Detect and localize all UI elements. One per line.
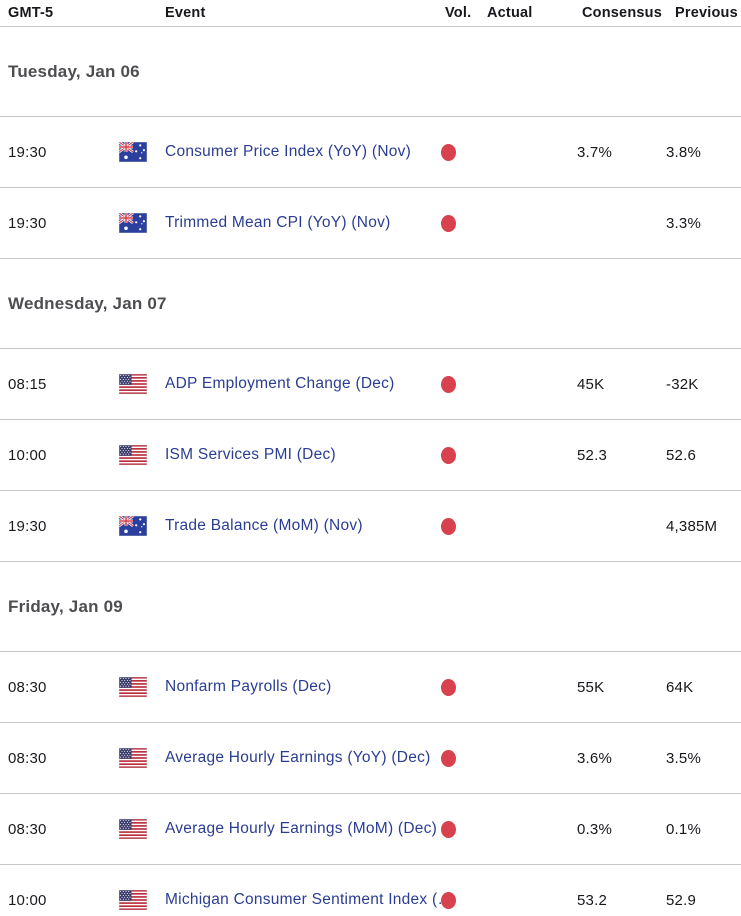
consensus-value: 55K	[577, 678, 605, 696]
day-section-header: Wednesday, Jan 07	[0, 259, 741, 349]
event-name: Consumer Price Index (YoY) (Nov)	[165, 143, 412, 160]
event-time: 19:30	[8, 214, 47, 232]
previous-value: 0.1%	[666, 820, 701, 838]
column-header-vol: Vol.	[445, 5, 472, 21]
volatility-cell	[441, 678, 487, 696]
previous-value: 3.5%	[666, 749, 701, 767]
event-time: 08:30	[8, 678, 47, 696]
volatility-cell	[441, 446, 487, 464]
calendar-body: Tuesday, Jan 06 19:30 Consumer Price Ind…	[0, 27, 741, 916]
us-flag-icon	[119, 819, 165, 839]
volatility-dot-icon	[441, 820, 456, 838]
volatility-dot-icon	[441, 517, 456, 535]
volatility-dot-icon	[441, 446, 456, 464]
volatility-cell	[441, 214, 487, 232]
event-name: Average Hourly Earnings (YoY) (Dec)	[165, 749, 431, 766]
us-flag-icon	[119, 890, 165, 910]
previous-value: 3.3%	[666, 214, 701, 232]
event-time: 19:30	[8, 143, 47, 161]
calendar-event-row[interactable]: 19:30 Consumer Price Index (YoY) (Nov) 3…	[0, 117, 741, 188]
day-section-header: Tuesday, Jan 06	[0, 27, 741, 117]
day-section-header: Friday, Jan 09	[0, 562, 741, 652]
au-flag-icon	[119, 516, 165, 536]
consensus-value: 0.3%	[577, 820, 612, 838]
column-header-consensus: Consensus	[582, 5, 662, 21]
volatility-cell	[441, 375, 487, 393]
day-heading: Tuesday, Jan 06	[8, 61, 140, 81]
column-header-row: GMT-5 Event Vol. Actual Consensus Previo…	[0, 0, 741, 27]
event-time: 10:00	[8, 446, 47, 464]
column-header-event: Event	[165, 5, 206, 21]
day-heading: Wednesday, Jan 07	[8, 293, 167, 313]
column-header-gmt: GMT-5	[8, 5, 54, 21]
consensus-value: 52.3	[577, 446, 607, 464]
us-flag-icon	[119, 374, 165, 394]
day-heading: Friday, Jan 09	[8, 596, 123, 616]
event-name: Michigan Consumer Sentiment Index (…	[165, 891, 441, 908]
previous-value: -32K	[666, 375, 699, 393]
previous-value: 3.8%	[666, 143, 701, 161]
calendar-event-row[interactable]: 08:30 Average Hourly Earnings (MoM) (Dec…	[0, 794, 741, 865]
volatility-cell	[441, 891, 487, 909]
volatility-cell	[441, 143, 487, 161]
us-flag-icon	[119, 748, 165, 768]
calendar-event-row[interactable]: 08:30 Nonfarm Payrolls (Dec) 55K 64K	[0, 652, 741, 723]
calendar-event-row[interactable]: 08:15 ADP Employment Change (Dec) 45K -3…	[0, 349, 741, 420]
previous-value: 64K	[666, 678, 694, 696]
column-header-previous: Previous	[675, 5, 738, 21]
event-name: ADP Employment Change (Dec)	[165, 375, 395, 392]
event-name: ISM Services PMI (Dec)	[165, 446, 336, 463]
event-time: 10:00	[8, 891, 47, 909]
consensus-value: 3.6%	[577, 749, 612, 767]
previous-value: 4,385M	[666, 517, 718, 535]
column-header-actual: Actual	[487, 5, 533, 21]
volatility-dot-icon	[441, 749, 456, 767]
volatility-cell	[441, 517, 487, 535]
volatility-dot-icon	[441, 891, 456, 909]
event-time: 08:30	[8, 749, 47, 767]
calendar-event-row[interactable]: 19:30 Trade Balance (MoM) (Nov) 4,385M	[0, 491, 741, 562]
volatility-dot-icon	[441, 143, 456, 161]
event-name: Average Hourly Earnings (MoM) (Dec)	[165, 820, 438, 837]
au-flag-icon	[119, 142, 165, 162]
calendar-event-row[interactable]: 10:00 ISM Services PMI (Dec) 52.3 52.6	[0, 420, 741, 491]
volatility-cell	[441, 820, 487, 838]
previous-value: 52.6	[666, 446, 696, 464]
calendar-event-row[interactable]: 10:00 Michigan Consumer Sentiment Index …	[0, 865, 741, 916]
event-name: Nonfarm Payrolls (Dec)	[165, 678, 332, 695]
event-time: 08:30	[8, 820, 47, 838]
event-name: Trade Balance (MoM) (Nov)	[165, 517, 363, 534]
previous-value: 52.9	[666, 891, 696, 909]
event-time: 19:30	[8, 517, 47, 535]
consensus-value: 3.7%	[577, 143, 612, 161]
calendar-event-row[interactable]: 08:30 Average Hourly Earnings (YoY) (Dec…	[0, 723, 741, 794]
event-name: Trimmed Mean CPI (YoY) (Nov)	[165, 214, 391, 231]
consensus-value: 45K	[577, 375, 605, 393]
us-flag-icon	[119, 445, 165, 465]
consensus-value: 53.2	[577, 891, 607, 909]
volatility-dot-icon	[441, 214, 456, 232]
volatility-dot-icon	[441, 678, 456, 696]
event-time: 08:15	[8, 375, 47, 393]
calendar-event-row[interactable]: 19:30 Trimmed Mean CPI (YoY) (Nov) 3.3%	[0, 188, 741, 259]
au-flag-icon	[119, 213, 165, 233]
us-flag-icon	[119, 677, 165, 697]
volatility-cell	[441, 749, 487, 767]
volatility-dot-icon	[441, 375, 456, 393]
